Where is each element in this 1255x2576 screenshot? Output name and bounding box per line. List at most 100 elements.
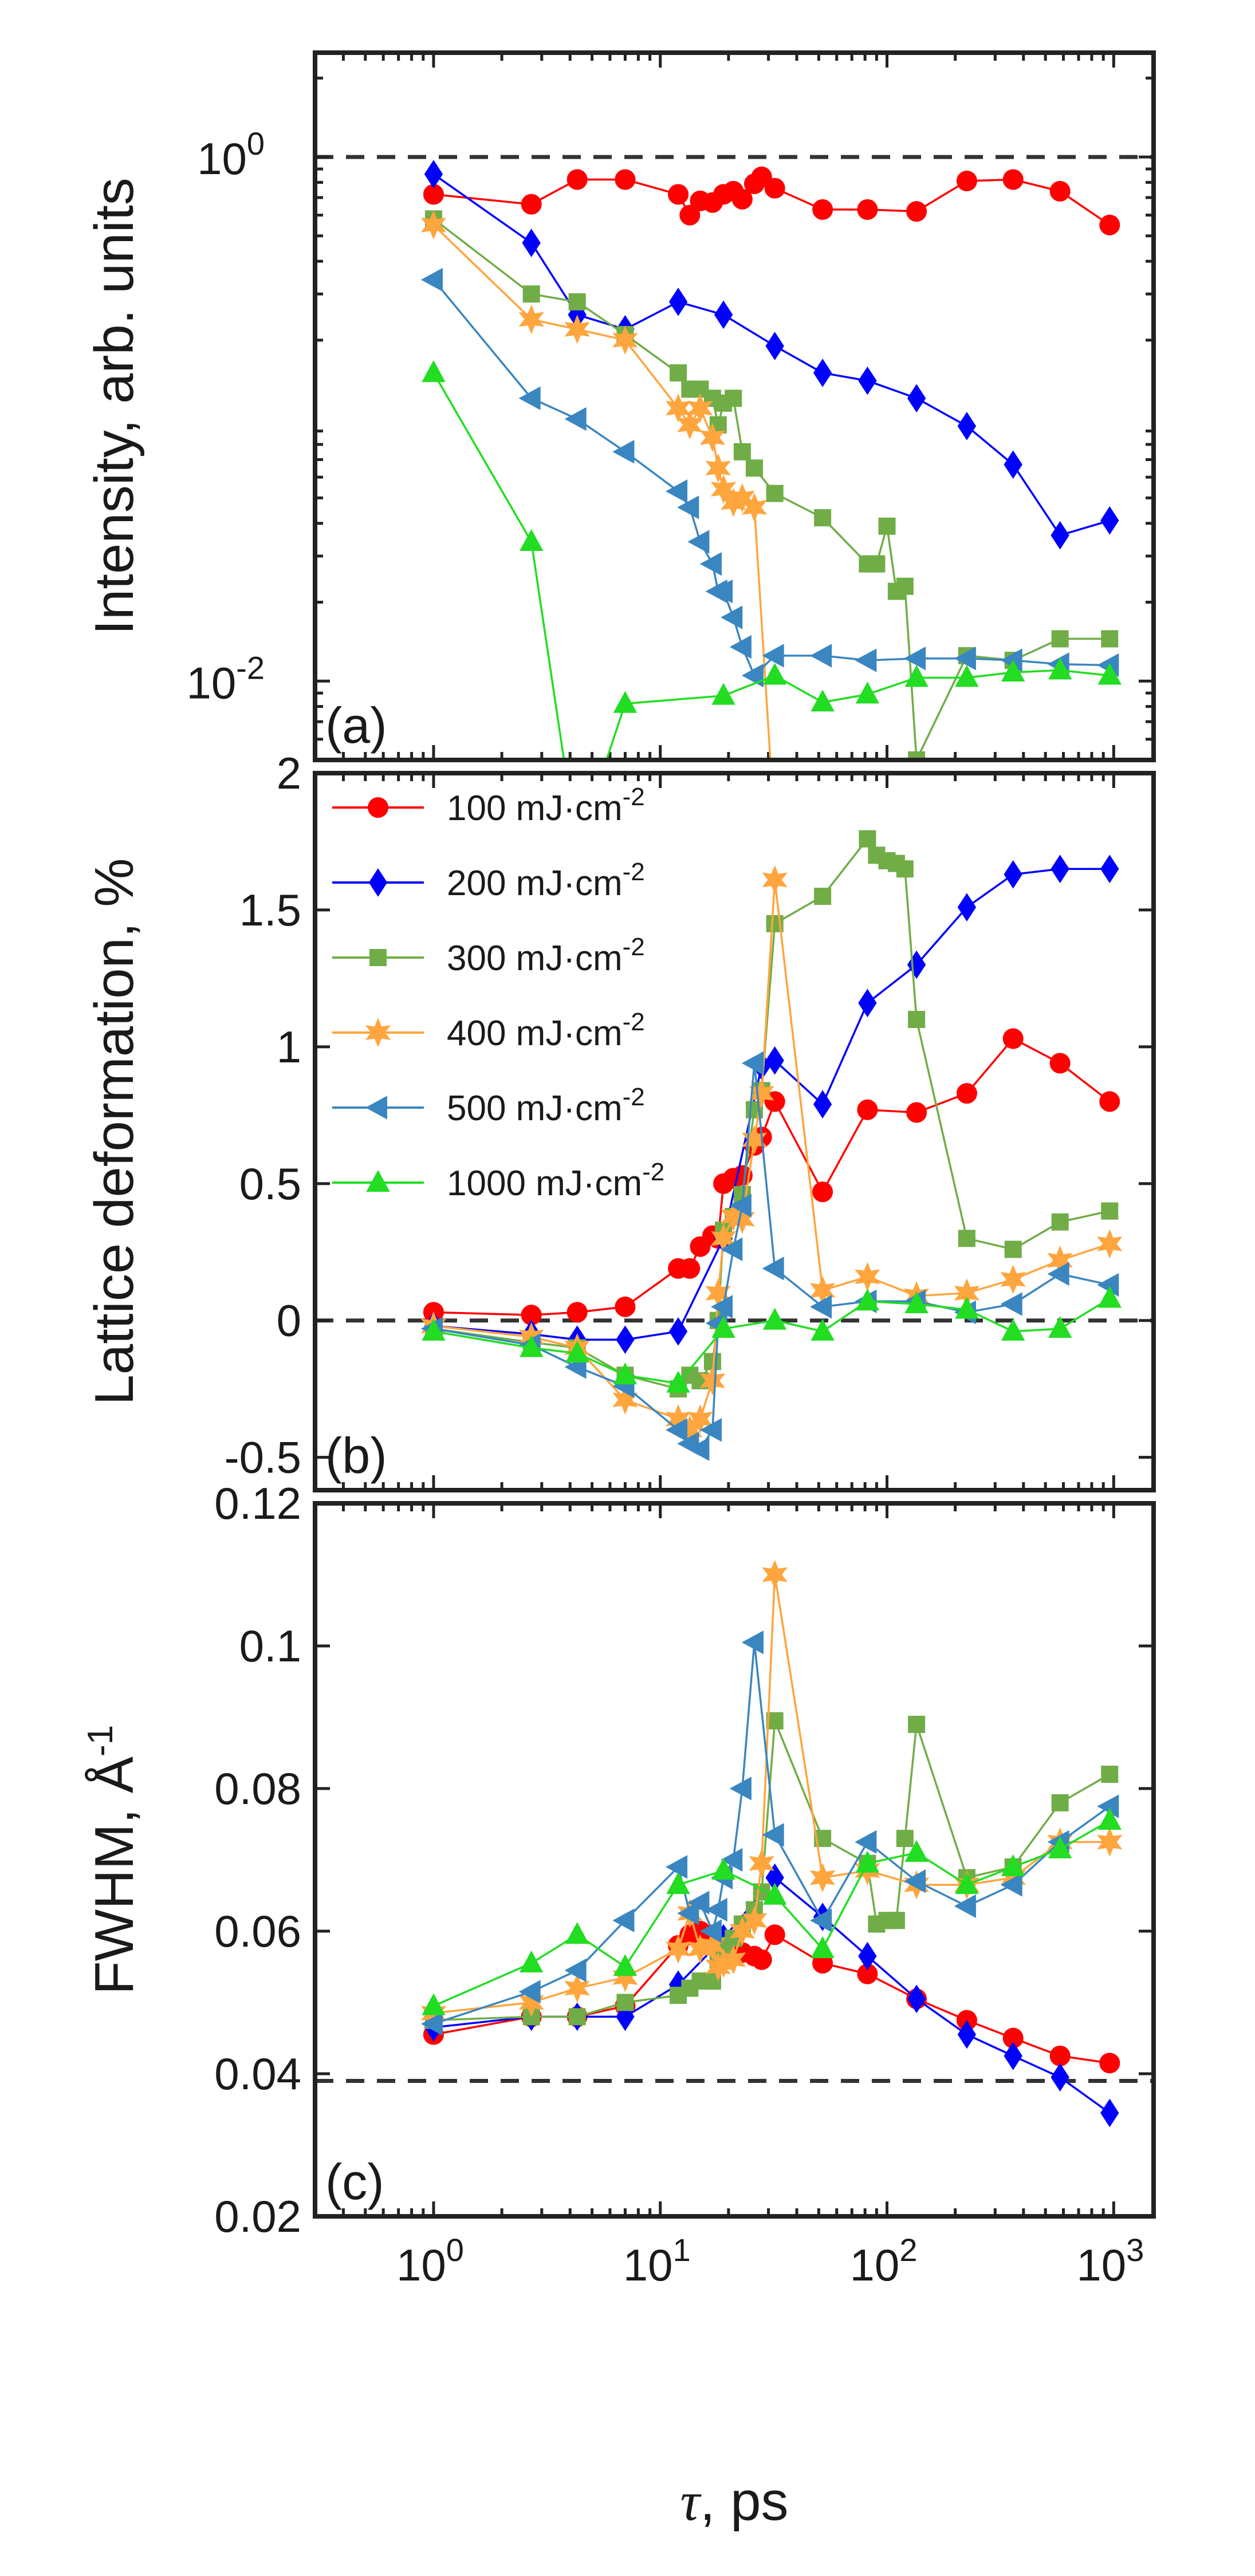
data-point [904, 665, 929, 687]
data-point [957, 412, 977, 440]
data-point [751, 166, 772, 187]
data-point [1049, 180, 1071, 202]
panel-a: 100 10-2 Intensity, arb. units (a) [84, 50, 1156, 1129]
x-ticks: 100 101 102 103 [313, 1503, 1144, 2290]
series-1000 [422, 360, 1122, 760]
x-tick-label: 101 [623, 2232, 691, 2290]
data-point [762, 865, 788, 895]
data-point [720, 1945, 746, 1975]
series-100 [423, 166, 1120, 235]
data-point [855, 648, 877, 672]
x-tick-label: 103 [1076, 2232, 1144, 2290]
data-point [729, 483, 756, 513]
panel-label: (a) [325, 697, 387, 754]
legend-marker [365, 1096, 387, 1120]
data-point [855, 1262, 880, 1291]
data-point [699, 1931, 726, 1960]
data-point [855, 1830, 877, 1854]
y-ticks: 0.12 0.1 0.08 0.06 0.04 0.02 [214, 1478, 1154, 2242]
data-point [1001, 659, 1025, 682]
data-point [521, 194, 542, 215]
data-point [705, 453, 731, 483]
series-500 [420, 267, 1119, 688]
series-1000 [422, 1286, 1122, 1393]
data-point [1051, 1213, 1069, 1231]
data-point [710, 579, 733, 604]
data-point [710, 1223, 737, 1254]
data-point [699, 1418, 722, 1442]
data-point [1002, 1102, 1025, 1129]
data-point [616, 1325, 635, 1354]
data-point [1049, 2045, 1071, 2066]
data-point [896, 1830, 914, 1848]
y-tick-label: 1 [277, 1022, 301, 1072]
y-axis-label: FWHM, Å-1 [81, 1725, 145, 1995]
data-point [565, 1922, 589, 1944]
data-point [564, 1958, 587, 1983]
data-point [859, 830, 876, 848]
data-point [612, 1963, 638, 1992]
data-point [566, 1302, 588, 1323]
data-point [955, 1297, 979, 1319]
data-point [711, 1858, 735, 1880]
data-point [858, 988, 877, 1018]
legend-item-500: 500 mJ·cm-2 [332, 1083, 645, 1128]
legend-marker [365, 1018, 391, 1047]
data-point [887, 1912, 905, 1929]
data-point [564, 1973, 590, 2003]
y-axis-label: Lattice deformation, % [84, 858, 145, 1405]
data-point [749, 1078, 774, 1108]
data-point [420, 2012, 443, 2036]
data-point [1101, 630, 1119, 648]
data-point [855, 1850, 880, 1873]
data-point [679, 204, 701, 226]
data-point [565, 1340, 589, 1363]
data-point [1099, 214, 1120, 235]
axes-frame [313, 50, 1156, 762]
data-point [518, 386, 541, 411]
data-point [612, 1908, 635, 1933]
data-point [956, 170, 977, 191]
data-point [519, 529, 544, 552]
y-tick-label: 0.08 [214, 1763, 301, 1814]
data-point [729, 635, 752, 659]
data-point [811, 919, 834, 946]
data-point [615, 169, 636, 190]
data-point [908, 1715, 926, 1733]
legend-label: 100 mJ·cm-2 [447, 783, 645, 828]
y-ticks: 2 1.5 1 0.5 0 -0.5 [225, 748, 1154, 1483]
data-point [904, 647, 926, 671]
data-point [687, 1437, 710, 1462]
data-point [699, 1366, 726, 1396]
data-point [710, 1295, 733, 1319]
data-point [811, 1318, 835, 1341]
data-point [1000, 1873, 1022, 1897]
data-point [1097, 1286, 1122, 1308]
data-point [1051, 854, 1069, 884]
data-point [1048, 657, 1072, 680]
data-point [1000, 1265, 1026, 1294]
data-point [1051, 630, 1069, 648]
legend-label: 400 mJ·cm-2 [447, 1008, 645, 1053]
data-point [810, 1908, 832, 1933]
data-point [1000, 1292, 1022, 1316]
data-point [564, 314, 590, 344]
data-point [518, 305, 544, 334]
data-point [566, 169, 588, 190]
data-point [955, 1872, 979, 1894]
series-1000 [422, 1807, 1122, 2015]
data-point [762, 663, 787, 685]
y-tick-label: 0.5 [239, 1159, 301, 1209]
y-tick-label: 0.02 [214, 2191, 301, 2242]
data-point [666, 1370, 690, 1393]
data-point [904, 1840, 929, 1862]
y-tick-label: -0.5 [225, 1432, 301, 1483]
legend-marker [369, 949, 387, 966]
data-point [811, 1936, 835, 1959]
data-point [1002, 169, 1024, 190]
data-point [1097, 1807, 1122, 1830]
data-point [762, 1882, 787, 1905]
y-tick-label: 0.1 [239, 1621, 301, 1671]
data-point [1001, 1854, 1025, 1876]
data-point [762, 1257, 784, 1281]
